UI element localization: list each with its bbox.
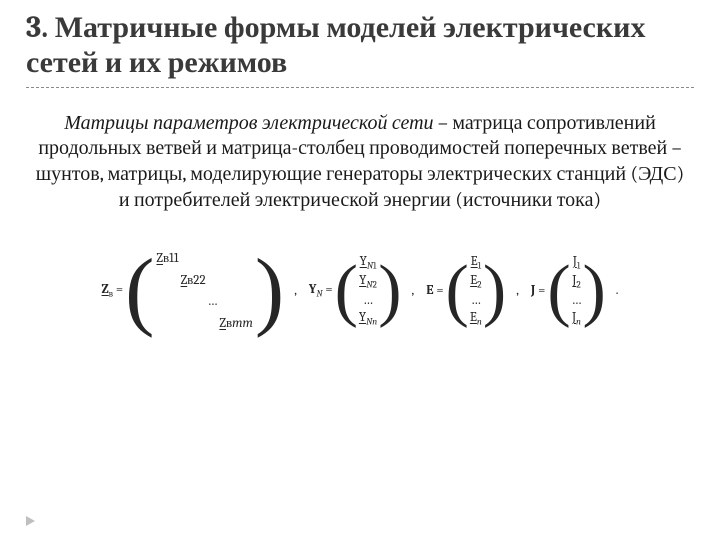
E-2: E2 — [470, 273, 482, 291]
col-J: J1 J2 … Jn — [571, 254, 583, 328]
E-n: En — [470, 310, 482, 328]
diag-Z: Zв11 Zв22 … Zвmm — [154, 248, 255, 333]
Y-1: YN1 — [359, 254, 377, 272]
J-n: Jn — [572, 310, 582, 328]
slide-title: 3. Матричные формы моделей электрических… — [26, 10, 694, 81]
lhs-E: E = — [426, 283, 445, 298]
rparen-Z: ) — [255, 260, 284, 322]
Z-mm: Zвmm — [219, 315, 253, 331]
Y-dots: … — [359, 293, 377, 308]
Z-dots: … — [208, 294, 218, 309]
matrix-Y: YN = ( YN1 YN2 … YNn ) — [309, 254, 402, 328]
col-E: E1 E2 … En — [469, 254, 483, 328]
lhs-Y: YN = — [309, 282, 335, 300]
lparen-Y: ( — [335, 266, 358, 315]
matrix-J: J = ( J1 J2 … Jn ) — [531, 254, 606, 328]
lparen-J: ( — [547, 266, 570, 315]
rparen-E: ) — [483, 266, 506, 315]
E-dots: … — [470, 293, 482, 308]
comma-2: , — [410, 283, 419, 298]
period: . — [614, 283, 619, 298]
E-1: E1 — [470, 254, 482, 272]
J-2: J2 — [572, 273, 582, 291]
lparen-Z: ( — [125, 260, 154, 322]
matrix-Z: Zв = ( Zв11 Zв22 … Zвmm ) — [102, 248, 285, 333]
lead-italic: Матрицы параметров электрической сети — [64, 111, 433, 134]
comma-3: , — [514, 283, 523, 298]
J-1: J1 — [572, 254, 582, 272]
rparen-J: ) — [582, 266, 605, 315]
lparen-E: ( — [446, 266, 469, 315]
comma-1: , — [292, 283, 301, 298]
Z-11: Zв11 — [156, 250, 178, 266]
equation-row: Zв = ( Zв11 Zв22 … Zвmm ) , YN = ( YN1 Y… — [26, 248, 694, 333]
body-paragraph: Матрицы параметров электрической сети – … — [26, 110, 694, 212]
col-Y: YN1 YN2 … YNn — [358, 254, 378, 328]
slide: 3. Матричные формы моделей электрических… — [0, 0, 720, 540]
Y-n: YNn — [359, 310, 377, 328]
Y-2: YN2 — [359, 273, 377, 291]
Z-22: Zв22 — [181, 272, 206, 288]
matrix-E: E = ( E1 E2 … En ) — [426, 254, 506, 328]
title-rule — [26, 87, 694, 88]
rparen-Y: ) — [378, 266, 401, 315]
lhs-Z: Zв = — [102, 282, 126, 300]
slide-marker-icon — [26, 516, 35, 526]
lhs-J: J = — [531, 283, 547, 298]
J-dots: … — [572, 293, 582, 308]
